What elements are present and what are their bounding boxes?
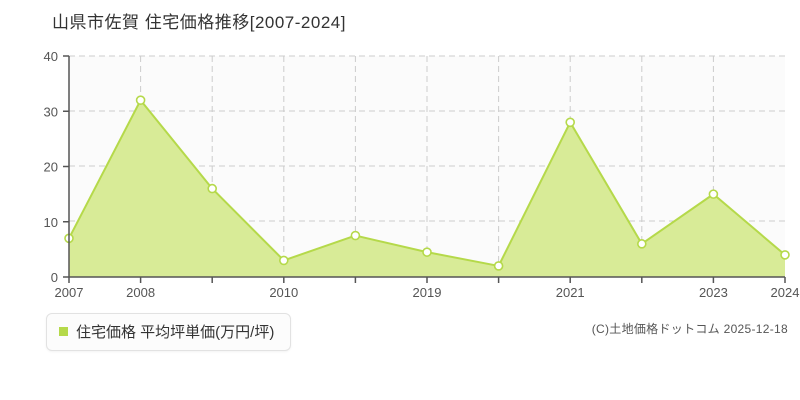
series-area-fill [69,100,785,277]
x-axis-tick-label: 2010 [269,285,298,300]
data-point-marker[interactable] [493,261,504,271]
y-axis-ticks [63,55,69,278]
x-axis-tick-labels: 2007 2008 2010 2019 2021 2023 2024 [55,285,800,300]
x-axis-ticks [68,277,786,283]
y-axis-tick-label: 20 [44,160,58,175]
x-axis-tick-label: 2023 [699,285,728,300]
data-point-marker[interactable] [780,250,790,260]
y-axis-tick-label: 40 [44,49,58,64]
data-point-marker[interactable] [565,117,576,128]
x-axis-tick-label: 2024 [771,285,800,300]
y-axis-tick-label: 0 [51,270,58,285]
x-axis-tick-label: 2021 [556,285,585,300]
data-point-marker[interactable] [708,189,719,199]
chart-title: 山県市佐賀 住宅価格推移[2007-2024] [52,13,346,32]
x-axis-tick-label: 2007 [55,285,84,300]
data-point-marker[interactable] [636,239,647,249]
copyright-credit: (C)土地価格ドットコム 2025-12-18 [591,322,788,336]
data-point-marker[interactable] [135,95,146,105]
chart-legend[interactable]: 住宅価格 平均坪単価(万円/坪) [46,313,292,351]
data-point-marker[interactable] [422,247,432,257]
legend-color-swatch-icon [59,327,68,336]
x-axis-tick-label: 2008 [126,285,155,300]
data-point-marker[interactable] [207,183,217,194]
x-axis-tick-label: 2019 [413,285,442,300]
y-axis-tick-labels: 0 10 20 30 40 [44,49,58,285]
y-axis-tick-label: 30 [44,104,58,119]
data-point-marker[interactable] [278,255,289,266]
data-point-marker[interactable] [350,230,361,241]
legend-label: 住宅価格 平均坪単価(万円/坪) [76,324,275,341]
y-axis-tick-label: 10 [44,215,58,230]
